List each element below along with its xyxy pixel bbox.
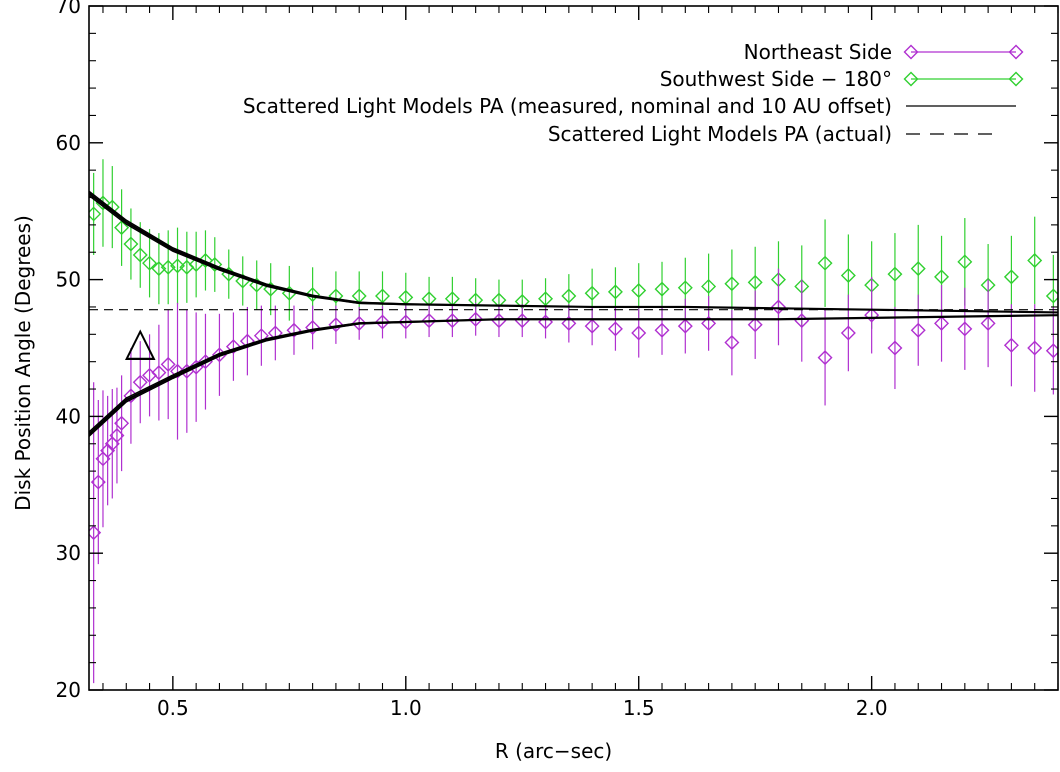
series-1 <box>89 268 1058 684</box>
data-point <box>132 374 148 390</box>
data-point <box>864 307 880 323</box>
data-point <box>840 268 856 283</box>
x-tick-label: 1.0 <box>390 696 422 720</box>
plot-frame <box>88 5 1059 691</box>
data-point <box>328 317 344 333</box>
data-point <box>421 313 437 329</box>
legend-marker <box>1008 44 1024 60</box>
data-point <box>910 322 926 338</box>
data-point <box>142 255 158 271</box>
data-point <box>654 281 670 297</box>
legend-label: Northeast Side <box>744 40 892 64</box>
x-tick-label: 1.5 <box>623 696 655 720</box>
data-point <box>305 287 321 303</box>
y-tick-label: 30 <box>56 541 81 565</box>
data-point <box>114 415 130 431</box>
data-point <box>561 315 577 331</box>
data-point <box>817 350 833 366</box>
x-axis-title: R (arc−sec) <box>495 739 612 763</box>
data-point <box>957 254 973 270</box>
data-point <box>631 283 647 299</box>
data-point <box>840 325 856 341</box>
data-point <box>286 322 302 338</box>
data-point <box>631 325 647 341</box>
data-point <box>770 299 786 315</box>
y-tick-label: 40 <box>56 404 81 428</box>
data-point <box>584 318 600 334</box>
y-tick-label: 60 <box>56 131 81 155</box>
data-point <box>747 317 763 333</box>
data-point <box>607 321 623 337</box>
data-point <box>817 255 833 271</box>
data-point <box>980 315 996 331</box>
data-point <box>701 278 717 294</box>
model-curve-lower-0 <box>89 314 1058 437</box>
data-point <box>1027 340 1043 356</box>
data-point <box>444 313 460 329</box>
data-point <box>225 339 241 355</box>
legend-label: Scattered Light Models PA (actual) <box>548 122 892 146</box>
data-point <box>677 280 693 296</box>
data-point <box>1003 337 1019 353</box>
data-point <box>351 315 367 331</box>
data-point <box>561 288 577 304</box>
plot-area <box>89 159 1058 684</box>
y-axis-title: Disk Position Angle (Degrees) <box>11 215 35 511</box>
data-point <box>375 314 390 330</box>
data-point <box>934 315 950 331</box>
legend: Northeast Side Southwest Side − 180° Scatt… <box>243 40 1024 146</box>
data-point <box>305 319 321 335</box>
data-point <box>724 276 740 292</box>
data-point <box>910 261 926 277</box>
data-point <box>114 220 130 236</box>
data-point <box>584 285 600 301</box>
legend-marker <box>1008 71 1024 87</box>
data-point <box>328 288 344 304</box>
y-tick-label: 50 <box>56 268 81 292</box>
data-point <box>887 340 903 356</box>
legend-label: Southwest Side − 180° <box>660 67 892 91</box>
legend-marker <box>903 44 919 60</box>
data-point <box>701 315 717 331</box>
x-tick-label: 0.5 <box>157 696 189 720</box>
y-tick-label: 20 <box>56 678 81 702</box>
annotations: △ <box>125 319 156 365</box>
data-point <box>160 356 176 372</box>
data-point <box>934 269 950 285</box>
data-point <box>132 247 148 263</box>
y-tick-label: 70 <box>56 0 81 18</box>
data-point <box>747 274 763 290</box>
data-point <box>207 257 223 273</box>
data-point <box>957 321 973 337</box>
legend-label: Scattered Light Models PA (measured, nom… <box>243 94 892 118</box>
model-curve-lower-1 <box>89 314 1058 435</box>
data-point <box>468 311 484 327</box>
data-point <box>887 266 903 282</box>
data-point <box>398 314 414 330</box>
data-point <box>1003 269 1019 285</box>
data-point <box>654 322 670 338</box>
data-point <box>123 236 139 252</box>
x-tick-label: 2.0 <box>856 696 888 720</box>
data-point <box>1027 252 1043 268</box>
data-point <box>677 318 693 334</box>
data-point <box>724 335 740 351</box>
data-point <box>607 284 623 300</box>
data-point <box>197 252 213 268</box>
triangle-annotation: △ <box>125 319 156 365</box>
data-point <box>151 365 167 381</box>
legend-marker <box>903 71 919 87</box>
data-point <box>170 258 186 274</box>
model-curve-lower-2 <box>89 314 1058 433</box>
axes: 0.5 1.0 1.5 2.0 20 30 40 50 60 70 R (arc−sec) Disk … <box>11 0 1059 763</box>
data-layer <box>89 159 1058 684</box>
